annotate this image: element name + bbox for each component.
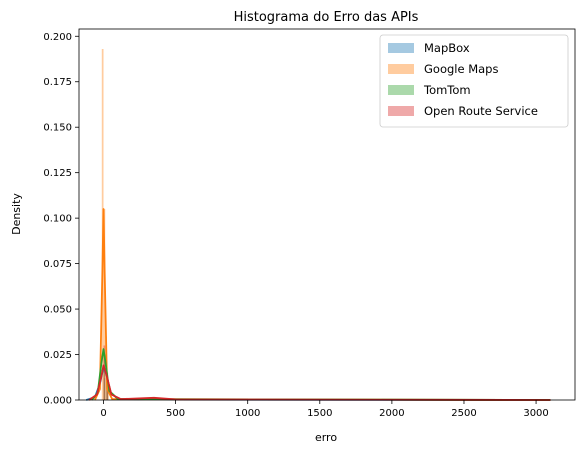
legend: MapBox Google Maps TomTom Open Route Servic…: [379, 34, 569, 128]
x-tick-label: 3000: [523, 408, 548, 419]
y-axis-label: Density: [10, 193, 23, 235]
bar-google-maps: [106, 389, 109, 400]
x-axis: 0 500 1000 1500 2000 2500 3000: [100, 400, 549, 419]
kde-line-google-maps: [94, 208, 551, 401]
legend-label-open-route-service: Open Route Service: [424, 104, 538, 118]
legend-swatch-google-maps: [388, 64, 414, 74]
x-tick-label: 0: [100, 408, 106, 419]
x-tick-label: 1500: [307, 408, 332, 419]
legend-swatch-tomtom: [388, 85, 414, 95]
x-axis-label: erro: [315, 431, 337, 444]
x-tick-label: 1000: [235, 408, 260, 419]
legend-box: [379, 34, 569, 128]
y-tick-label: 0.050: [43, 305, 72, 316]
y-tick-label: 0.025: [43, 350, 72, 361]
bar-google-maps: [103, 209, 106, 400]
bar-tomtom: [103, 354, 106, 400]
kde-line-mapbox: [85, 366, 551, 401]
x-tick-label: 2500: [451, 408, 476, 419]
y-tick-label: 0.000: [43, 396, 72, 407]
x-tick-label: 2000: [379, 408, 404, 419]
bar-open-route-service: [103, 345, 106, 400]
plot-area: [85, 49, 551, 401]
y-tick-label: 0.075: [43, 259, 72, 270]
chart-title: Histograma do Erro das APIs: [234, 10, 419, 25]
legend-label-google-maps: Google Maps: [424, 62, 498, 76]
kde-line-open-route-service: [88, 364, 551, 401]
x-tick-label: 500: [166, 408, 185, 419]
bar-mapbox: [106, 385, 109, 400]
legend-swatch-open-route-service: [388, 106, 414, 116]
y-tick-label: 0.150: [43, 123, 72, 134]
bar-mapbox: [103, 378, 106, 400]
kde-line-tomtom: [91, 348, 551, 401]
legend-swatch-mapbox: [388, 43, 414, 53]
y-axis: 0.000 0.025 0.050 0.075 0.100 0.125 0.150 0.175…: [43, 32, 79, 407]
y-tick-label: 0.100: [43, 214, 72, 225]
y-tick-label: 0.200: [43, 32, 72, 43]
legend-label-tomtom: TomTom: [423, 83, 471, 97]
y-tick-label: 0.175: [43, 77, 72, 88]
y-tick-label: 0.125: [43, 168, 72, 179]
legend-label-mapbox: MapBox: [424, 41, 470, 55]
plot-frame: [78, 28, 576, 401]
